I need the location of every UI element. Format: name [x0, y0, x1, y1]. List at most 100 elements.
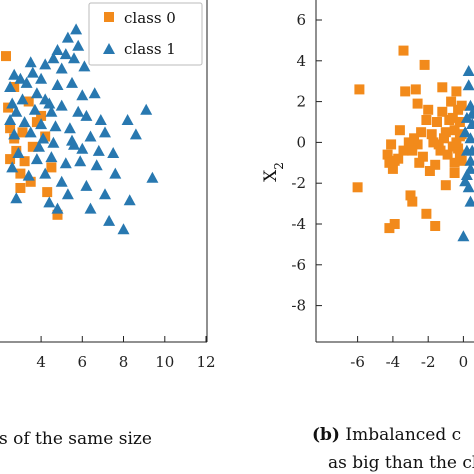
class1-point: [99, 188, 111, 200]
class0-point: [417, 151, 428, 162]
class0-point: [5, 154, 16, 165]
class1-point: [103, 214, 116, 226]
x-tick-label: 8: [119, 353, 129, 371]
class0-point: [442, 149, 453, 160]
class0-point: [1, 51, 11, 62]
class1-point: [10, 105, 23, 117]
class1-point: [462, 65, 474, 76]
class1-point: [35, 118, 48, 130]
class1-point: [107, 147, 120, 158]
class1-point: [76, 89, 89, 101]
chart-panel-a: 4 6 8 10 12 class 0 class 1 s of the same si…: [0, 0, 216, 449]
class1-point: [459, 175, 472, 187]
class0-point: [451, 137, 462, 148]
class0-point: [449, 125, 460, 136]
class1-point: [464, 132, 474, 144]
class1-point: [457, 230, 470, 242]
class0-point: [42, 187, 53, 198]
class1-point: [20, 76, 33, 88]
class1-point: [47, 136, 60, 148]
class0-point: [440, 180, 451, 191]
class0-point: [421, 115, 432, 125]
class0-point: [430, 159, 441, 170]
class1-point: [464, 99, 474, 111]
class1-point: [466, 118, 474, 129]
class1-point: [51, 202, 64, 214]
class1-point: [24, 126, 37, 138]
class1-point: [39, 58, 52, 70]
class0-point: [382, 149, 393, 160]
class1-point: [43, 97, 56, 109]
class1-point: [84, 130, 97, 142]
class1-point: [6, 161, 19, 173]
class1-point: [72, 39, 85, 51]
class0-point: [52, 209, 63, 220]
class0-point: [430, 221, 441, 231]
x-tick-label: 10: [155, 353, 174, 371]
legend-box: [88, 2, 203, 66]
class0-point: [456, 100, 467, 111]
class1-point: [59, 48, 72, 60]
class1-point: [45, 151, 58, 163]
class1-point: [59, 157, 72, 169]
class1-point: [47, 52, 60, 64]
class1-point: [462, 79, 474, 91]
class0-point: [439, 133, 449, 144]
class0-point: [403, 137, 414, 148]
class1-point: [84, 202, 97, 214]
class1-point: [37, 132, 50, 144]
class0-point: [446, 96, 457, 107]
class1-point: [78, 60, 91, 72]
class1-point: [68, 52, 80, 64]
class1-point: [24, 56, 37, 68]
x-tick-label: 0: [459, 353, 469, 371]
y-axis-ticks: 6 4 2 0 -2 -4 -6 -8: [291, 11, 322, 315]
class0-point: [416, 127, 427, 138]
y-tick-label: -6: [291, 256, 306, 274]
class0-point: [407, 196, 418, 207]
class1-point: [22, 169, 35, 181]
class0-point: [437, 106, 448, 117]
legend-class0-marker: [104, 12, 114, 22]
class1-point: [55, 99, 68, 111]
class1-point: [4, 81, 17, 92]
class0-point: [449, 157, 460, 168]
y-tick-label: -8: [291, 297, 306, 315]
class1-point: [51, 79, 64, 90]
class0-point: [5, 123, 16, 134]
class1-point: [4, 114, 17, 125]
class1-point: [80, 179, 93, 191]
class1-point: [6, 97, 19, 109]
class1-point: [70, 23, 83, 35]
class1-point: [30, 87, 43, 99]
class0-point: [15, 168, 26, 179]
class1-point: [459, 126, 472, 138]
x-axis-ticks: 4 6 8 10 12: [36, 336, 216, 371]
class0-point: [449, 168, 460, 178]
class1-point: [49, 120, 62, 132]
x-tick-label: -4: [386, 353, 401, 371]
class1-point: [462, 181, 474, 193]
class1-point: [28, 103, 41, 115]
class0-point: [400, 86, 411, 97]
class1-point: [10, 192, 23, 204]
legend-class1-marker: [103, 43, 115, 54]
class1-point: [39, 167, 52, 179]
class0-point: [15, 183, 26, 193]
class0-point: [398, 145, 409, 156]
class1-point: [66, 134, 78, 146]
class0-point: [437, 82, 448, 93]
class0-point: [36, 110, 47, 121]
class0-point: [27, 141, 38, 152]
class0-point: [354, 84, 365, 95]
class1-point: [33, 140, 45, 152]
plot-area: [352, 45, 474, 242]
class0-point: [407, 145, 418, 156]
class0-point: [394, 125, 405, 136]
class0-point: [409, 133, 420, 144]
class0-point: [19, 156, 30, 167]
class0-point: [424, 166, 435, 176]
class0-point: [433, 139, 444, 150]
class0-point: [387, 163, 398, 174]
